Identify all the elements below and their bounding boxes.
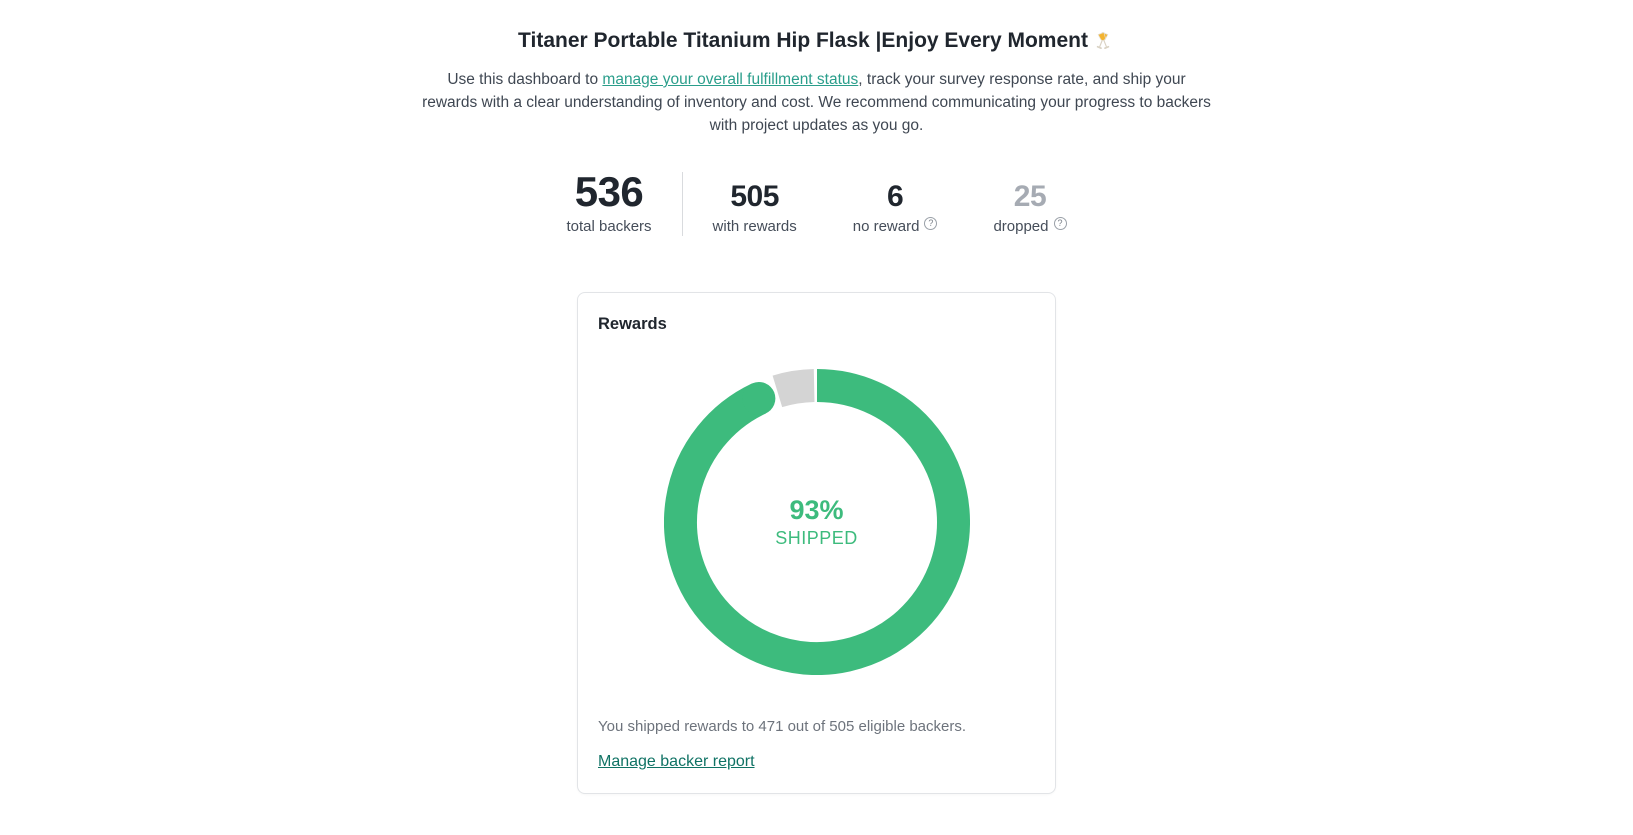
fulfillment-status-link[interactable]: manage your overall fulfillment status [602,71,859,88]
donut-shipped-segment [663,369,970,675]
stat-label-text: total backers [566,218,652,235]
stat-value: 505 [730,180,779,213]
info-icon[interactable] [1053,216,1067,230]
stat-value: 25 [1013,180,1047,213]
intro-before-link: Use this dashboard to [447,71,603,88]
stat-no-reward: 6 no reward [853,180,938,236]
stat-label: dropped [993,216,1067,236]
page-title-text: Titaner Portable Titanium Hip Flask |Enj… [518,29,1088,52]
clinking-glasses-emoji [1096,31,1110,50]
intro-text: Use this dashboard to manage your overal… [419,68,1214,137]
stat-label: no reward [852,216,938,236]
info-icon[interactable] [924,216,938,230]
stat-label: with rewards [713,218,797,236]
stat-label-text: no reward [852,218,920,235]
donut-remainder-segment [772,369,815,408]
fulfillment-dashboard: Titaner Portable Titanium Hip Flask |Enj… [0,0,1633,794]
rewards-donut-chart: 93% SHIPPED [663,369,970,675]
stat-label-text: with rewards [712,218,797,235]
stat-total-backers: 536 total backers [566,170,651,236]
stat-with-rewards: 505 with rewards [713,180,797,236]
stats-divider [681,172,683,236]
stat-label-text: dropped [993,218,1049,235]
page-title: Titaner Portable Titanium Hip Flask |Enj… [518,26,1115,56]
backer-stats: 536 total backers 505 with rewards 6 no … [566,170,1067,236]
intro-after-link: , track your survey response rate, and s… [422,71,1211,134]
donut-shipped-endcap [741,381,775,415]
manage-backer-report-link[interactable]: Manage backer report [598,753,755,770]
stat-value: 6 [886,180,904,213]
stat-value: 536 [574,168,644,215]
shipment-summary: You shipped rewards to 471 out of 505 el… [598,718,967,735]
stat-dropped: 25 dropped [993,180,1067,236]
rewards-card: Rewards 93% SHIPPED You shipped rewards … [577,292,1056,794]
stat-label: total backers [566,218,651,236]
rewards-card-title: Rewards [598,315,667,333]
rewards-donut-svg [663,369,970,675]
